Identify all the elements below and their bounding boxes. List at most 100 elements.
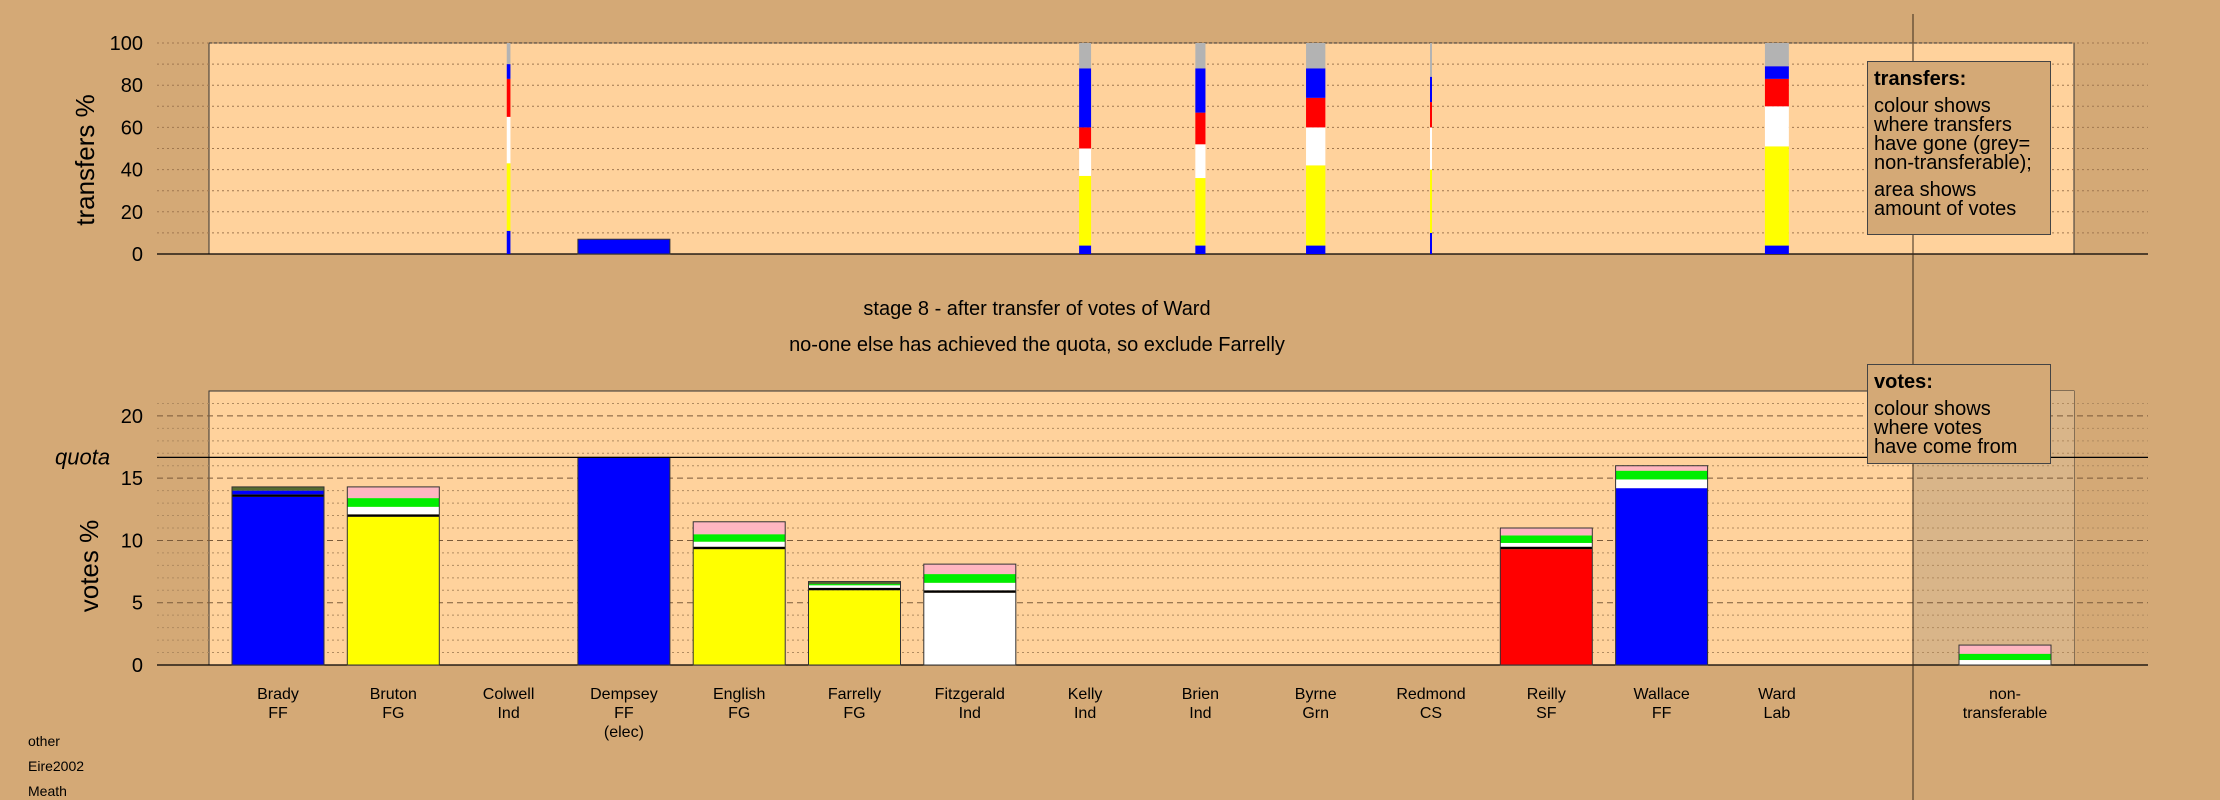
vote-segment	[1959, 653, 2051, 661]
transfer-bar-kelly-ind	[1079, 43, 1092, 254]
vote-segment	[232, 486, 324, 491]
vote-segment	[1500, 528, 1593, 536]
vote-segment	[693, 546, 786, 550]
category-label-reilly-sf: Reilly SF	[1527, 686, 1566, 722]
vote-bar-dempsey-ff-elec	[577, 456, 671, 666]
transfers-y-tick-label: 20	[121, 202, 143, 224]
category-label-ward-lab: Ward Lab	[1758, 686, 1796, 722]
votes-y-tick-label: 0	[132, 655, 143, 677]
transfer-segment	[1195, 112, 1206, 145]
vote-bar-reilly-sf	[1499, 527, 1593, 666]
vote-segment	[923, 582, 1016, 591]
transfers-y-tick-label: 100	[110, 33, 143, 55]
vote-segment	[693, 534, 786, 542]
vote-segment	[232, 490, 324, 495]
transfer-segment	[1430, 169, 1432, 233]
vote-segment	[232, 496, 324, 665]
transfers-y-axis-label: transfers %	[70, 94, 100, 226]
transfer-segment	[1430, 102, 1432, 128]
vote-segment	[347, 514, 440, 517]
votes-legend: votes: colour shows where votes have com…	[1867, 364, 2051, 464]
transfers-legend: transfers: colour shows where transfers …	[1867, 61, 2051, 235]
transfer-segment	[506, 43, 511, 65]
vote-segment	[232, 494, 324, 497]
votes-legend-title: votes:	[1874, 371, 1933, 393]
category-label-brien-ind: Brien Ind	[1182, 686, 1219, 722]
vote-segment	[1959, 645, 2051, 654]
vote-segment	[1500, 535, 1593, 543]
transfer-segment	[1306, 245, 1326, 254]
vote-bar-outline	[1615, 465, 1709, 666]
transfer-bar-byrne-grn	[1306, 43, 1326, 254]
category-label-wallace-ff: Wallace FF	[1633, 686, 1689, 722]
vote-segment	[923, 590, 1016, 593]
vote-segment	[1615, 479, 1708, 489]
transfers-y-tick-label: 0	[132, 244, 143, 266]
transfer-segment	[1195, 68, 1206, 113]
vote-segment	[1500, 542, 1593, 547]
transfer-segment	[506, 64, 511, 79]
transfer-segment	[1079, 245, 1092, 254]
vote-segment	[577, 457, 670, 665]
category-label-non-transferable: non-transferable	[1963, 686, 2048, 722]
footer-line-2: Eire2002	[28, 758, 85, 774]
vote-segment	[1500, 546, 1593, 550]
category-label-redmond-cs: Redmond CS	[1396, 686, 1465, 722]
vote-bar-outline	[346, 486, 440, 666]
vote-segment	[693, 541, 786, 547]
category-label-kelly-ind: Kelly Ind	[1068, 686, 1103, 722]
vote-segment	[347, 486, 440, 499]
transfer-segment	[1430, 232, 1432, 254]
vote-segment	[347, 506, 440, 515]
transfer-segment	[577, 239, 670, 254]
vote-segment	[808, 585, 901, 588]
vote-segment	[1959, 660, 2051, 665]
vote-segment	[347, 498, 440, 507]
votes-y-tick-label: 15	[121, 468, 143, 490]
transfer-segment	[506, 116, 511, 164]
transfer-segment	[1430, 76, 1432, 103]
vote-bar-non-transferable	[1958, 644, 2052, 666]
category-label-byrne-grn: Byrne Grn	[1295, 686, 1337, 722]
vote-segment	[808, 581, 901, 585]
transfer-segment	[1195, 245, 1206, 254]
vote-bar-outline	[692, 521, 786, 666]
vote-bar-outline	[923, 563, 1017, 666]
transfer-segment	[1195, 144, 1206, 179]
category-label-brady-ff: Brady FF	[257, 686, 299, 722]
vote-segment	[1615, 465, 1708, 471]
vote-bar-outline	[1499, 527, 1593, 666]
transfer-segment	[1430, 127, 1432, 170]
transfer-segment	[1306, 43, 1326, 69]
transfer-segment	[1764, 43, 1789, 67]
transfer-segment	[1079, 43, 1092, 69]
vote-segment	[1615, 470, 1708, 480]
transfer-bar-redmond-cs	[1430, 43, 1432, 254]
vote-segment	[808, 584, 901, 586]
vote-bar-english-fg	[692, 521, 786, 666]
transfer-segment	[1764, 106, 1789, 147]
transfer-segment	[1195, 43, 1206, 69]
transfer-segment	[1306, 68, 1326, 98]
transfer-bar-outline	[577, 238, 671, 255]
transfer-segment	[1079, 148, 1092, 176]
category-label-dempsey-ff-elec: Dempsey FF (elec)	[590, 686, 658, 741]
category-label-farrelly-fg: Farrelly FG	[828, 686, 881, 722]
vote-segment	[808, 587, 901, 591]
vote-segment	[923, 574, 1016, 583]
vote-segment	[693, 521, 786, 535]
transfer-bar-colwell-ind	[506, 43, 511, 254]
vote-bar-outline	[231, 486, 325, 666]
transfer-segment	[1430, 43, 1432, 77]
transfers-legend-title: transfers:	[1874, 68, 1967, 90]
category-label-bruton-fg: Bruton FG	[370, 686, 417, 722]
transfer-segment	[506, 78, 511, 117]
transfer-segment	[1306, 127, 1326, 166]
transfers-y-tick-label: 60	[121, 117, 143, 139]
category-label-fitzgerald-ind: Fitzgerald Ind	[935, 686, 1005, 722]
transfers-y-tick-label: 80	[121, 75, 143, 97]
transfer-segment	[1764, 78, 1789, 107]
transfers-y-tick-label: 40	[121, 160, 143, 182]
vote-bar-brady-ff	[231, 486, 325, 666]
vote-segment	[1500, 549, 1593, 665]
